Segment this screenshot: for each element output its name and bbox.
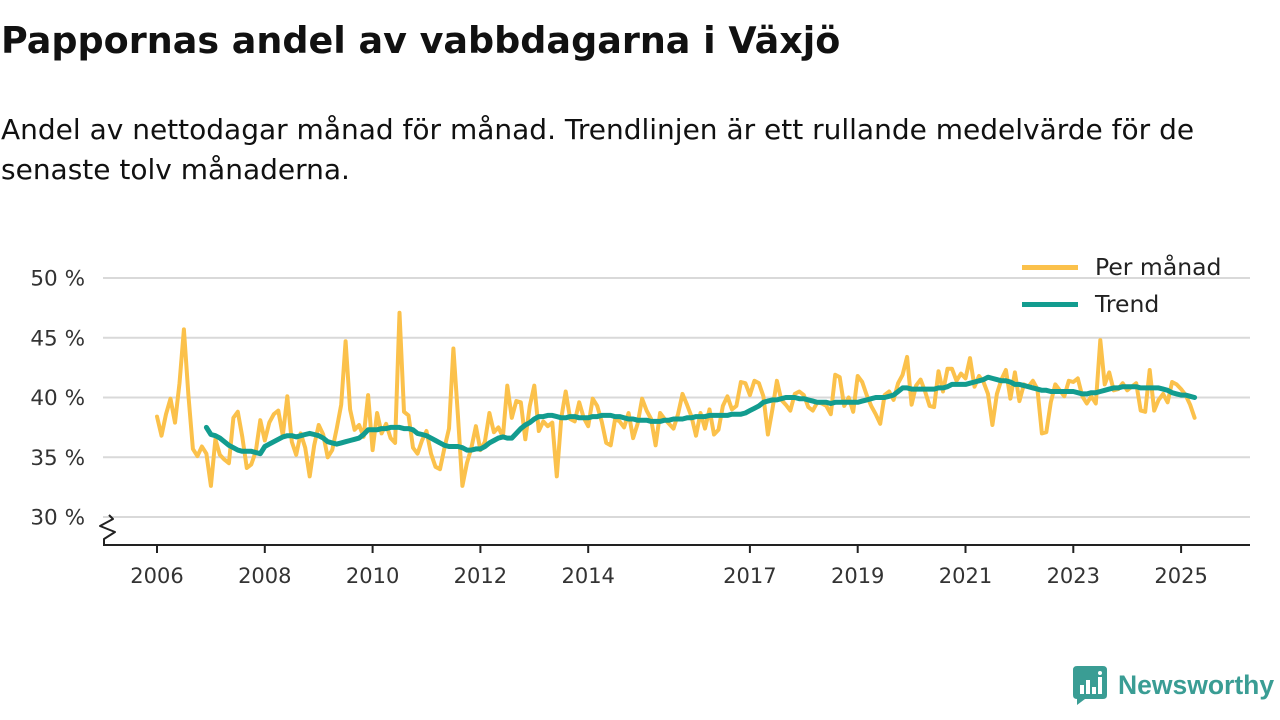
brand-logo: Newsworthy [1073,666,1278,706]
legend: Per månad Trend [1022,250,1242,324]
x-tick-label: 2023 [1047,564,1100,588]
chart-subtitle: Andel av nettodagar månad för månad. Tre… [1,113,1195,186]
legend-swatch-per-manad [1022,264,1078,270]
legend-label-trend: Trend [1095,290,1160,318]
x-tick-label: 2025 [1154,564,1207,588]
x-tick-label: 2019 [831,564,884,588]
y-tick-label: 45 % [30,326,85,351]
x-tick-label: 2021 [939,564,992,588]
x-tick-label: 2008 [238,564,291,588]
legend-item-trend: Trend [1022,287,1242,324]
legend-item-per-manad: Per månad [1022,250,1242,287]
x-tick-label: 2006 [130,564,183,588]
y-tick-label: 40 % [30,386,85,411]
x-tick-label: 2012 [454,564,507,588]
x-tick-label: 2014 [561,564,614,588]
axis-break-icon [99,514,116,546]
chart-title: Pappornas andel av vabbdagarna i Växjö [1,19,841,62]
brand-name: Newsworthy [1118,670,1275,700]
series-line-trend [203,374,1198,457]
x-tick-label: 2017 [723,564,776,588]
y-tick-label: 50 % [30,267,85,292]
y-tick-label: 30 % [30,506,85,531]
legend-label-per-manad: Per månad [1095,253,1222,281]
newsworthy-logo-icon [1073,666,1107,705]
legend-swatch-trend [1022,301,1078,307]
y-tick-label: 35 % [30,446,85,471]
x-tick-label: 2010 [346,564,399,588]
